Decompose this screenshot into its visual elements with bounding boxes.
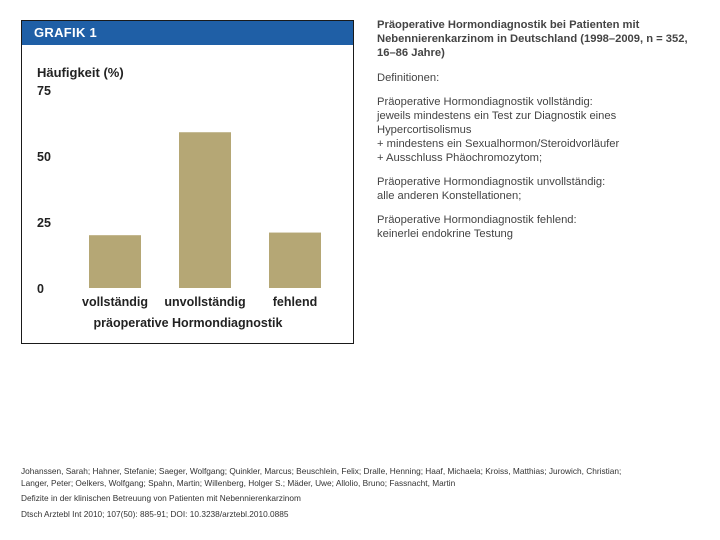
bar-chart: Häufigkeit (%) präoperative Hormondiagno… (37, 65, 321, 330)
y-tick-label: 25 (37, 216, 51, 230)
definitions-list: Präoperative Hormondiagnostik vollständi… (377, 95, 712, 241)
definition-line: Präoperative Hormondiagnostik fehlend: (377, 214, 577, 226)
bar-1 (179, 132, 231, 288)
definition-line: + Ausschluss Phäochromozytom; (377, 152, 543, 164)
x-tick-label: unvollständig (164, 295, 245, 309)
figure-box: GRAFIK 1 Häufigkeit (%) präoperative Hor… (21, 20, 354, 344)
x-axis-label: präoperative Hormondiagnostik (94, 316, 283, 330)
definition-line: keinerlei endokrine Testung (377, 228, 513, 240)
definition-line: Präoperative Hormondiagnostik vollständi… (377, 96, 593, 108)
caption-title: Präoperative Hormondiagnostik bei Patien… (377, 18, 712, 60)
figure-caption: Präoperative Hormondiagnostik bei Patien… (377, 18, 712, 241)
authors-line-1: Johanssen, Sarah; Hahner, Stefanie; Saeg… (21, 466, 622, 476)
y-tick-label: 0 (37, 282, 44, 296)
definition-block: Präoperative Hormondiagnostik unvollstän… (377, 175, 712, 203)
definition-line: + mindestens ein Sexualhormon/Steroidvor… (377, 138, 620, 150)
definitions-label: Definitionen: (377, 72, 440, 84)
y-tick-label: 50 (37, 150, 51, 164)
bar-0 (89, 235, 141, 288)
y-tick-label: 75 (37, 84, 51, 98)
x-tick-label: fehlend (273, 295, 317, 309)
article-title: Defizite in der klinischen Betreuung von… (21, 493, 301, 503)
definition-block: Präoperative Hormondiagnostik fehlend: ke… (377, 213, 712, 241)
journal-citation: Dtsch Arztebl Int 2010; 107(50): 885-91;… (21, 508, 289, 519)
caption-title-line: Präoperative Hormondiagnostik bei Patien… (377, 19, 640, 31)
y-axis-label: Häufigkeit (%) (37, 65, 124, 80)
definition-block: Präoperative Hormondiagnostik vollständi… (377, 95, 712, 165)
bar-2 (269, 232, 321, 288)
definition-line: alle anderen Konstellationen; (377, 190, 522, 202)
x-tick-label: vollständig (82, 295, 148, 309)
citation-footer: Johanssen, Sarah; Hahner, Stefanie; Saeg… (21, 466, 711, 520)
caption-title-line: 16–86 Jahre) (377, 47, 445, 59)
figure-label: GRAFIK 1 (34, 25, 98, 40)
authors-line-2: Langer, Peter; Oelkers, Wolfgang; Spahn,… (21, 477, 456, 488)
figure-header-bar: GRAFIK 1 (22, 21, 353, 45)
definition-line: Präoperative Hormondiagnostik unvollstän… (377, 176, 606, 188)
caption-title-line: Nebennierenkarzinom in Deutschland (1998… (377, 33, 688, 45)
definition-line: jeweils mindestens ein Test zur Diagnost… (377, 110, 617, 136)
